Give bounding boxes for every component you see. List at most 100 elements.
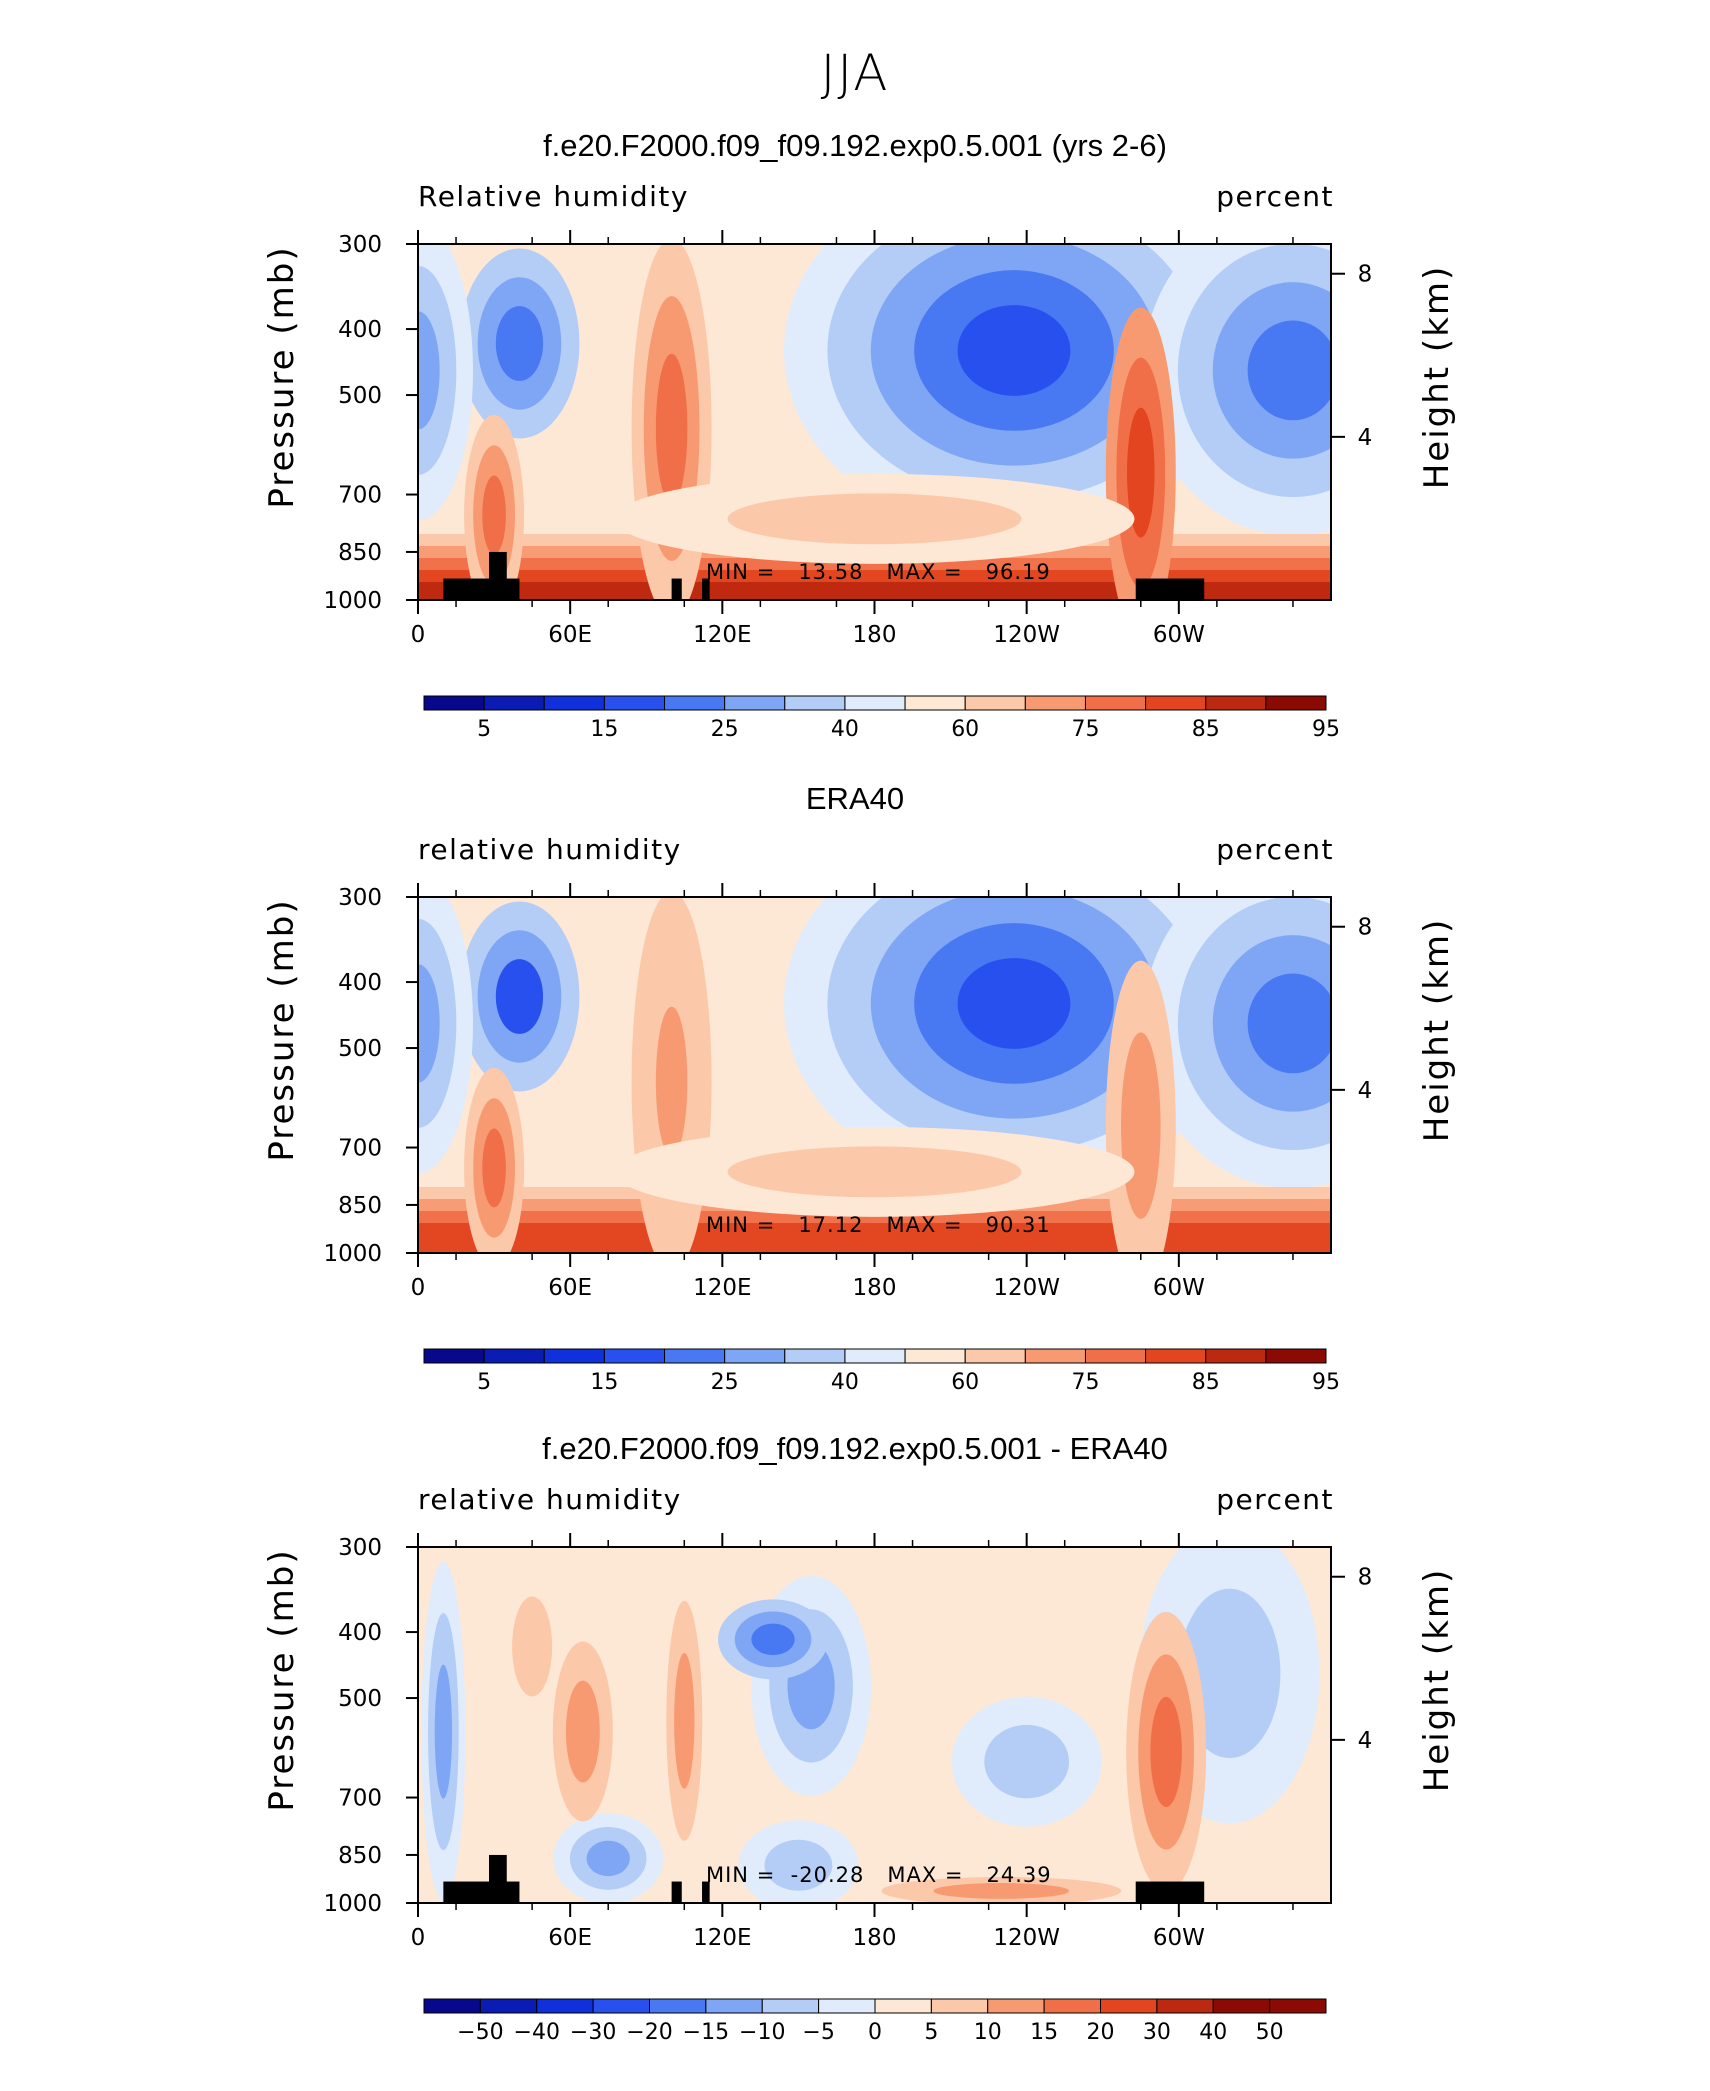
colorbar-label: 50 — [1256, 2020, 1284, 2045]
colorbar-label: 85 — [1192, 717, 1220, 742]
topography-block — [443, 578, 520, 600]
colorbar-swatch — [423, 695, 485, 711]
colorbar-label: 75 — [1071, 717, 1099, 742]
x-tick-label: 120E — [693, 1925, 751, 1951]
contour-fill — [1247, 320, 1331, 421]
contour-fill — [655, 353, 688, 504]
contour-fill — [482, 1128, 506, 1208]
y-tick-label: 1000 — [323, 1891, 382, 1917]
topography-block — [671, 578, 682, 600]
colorbar-swatch — [987, 1998, 1045, 2014]
y-tick-label: 400 — [338, 1620, 382, 1646]
colorbar-label: −40 — [514, 2020, 560, 2045]
y2-tick-label: 8 — [1358, 262, 1373, 288]
colorbar-label: 10 — [974, 2020, 1002, 2045]
colorbar-swatch — [423, 1998, 481, 2014]
colorbar-label: 0 — [868, 2020, 882, 2045]
y-tick-label: 850 — [338, 1843, 382, 1869]
y2-tick-label: 4 — [1358, 1078, 1373, 1104]
y-tick-label: 700 — [338, 1136, 382, 1162]
colorbar-label: 95 — [1312, 717, 1340, 742]
min-max-label: MIN = 17.12 MAX = 90.31 — [706, 1213, 1051, 1237]
y-tick-label: 500 — [338, 1686, 382, 1712]
topography-block — [671, 1881, 682, 1903]
contour-plot: 0 60E 120E 180 120W 60W 300 400 500 700 850 1000 8 4 5… — [323, 230, 1373, 742]
colorbar-label: 15 — [590, 1370, 618, 1395]
topography-mask — [443, 551, 1205, 600]
colorbar-swatch — [1212, 1998, 1271, 2014]
contour-fill — [418, 311, 440, 430]
x-tick-label: 0 — [411, 622, 426, 648]
x-tick-label: 120W — [993, 1275, 1060, 1301]
colorbar-swatch — [603, 695, 666, 711]
x-tick-label: 60E — [548, 1925, 592, 1951]
contour-fill — [1247, 973, 1331, 1074]
contour-fields — [418, 244, 1331, 600]
x-tick-label: 180 — [853, 1275, 897, 1301]
contour-fill — [495, 306, 544, 381]
contour-fill — [957, 305, 1071, 396]
x-tick-label: 120E — [693, 622, 751, 648]
min-max-label: MIN = 13.58 MAX = 96.19 — [706, 560, 1051, 584]
colorbar-label: 40 — [831, 717, 859, 742]
colorbar-label: 5 — [477, 1370, 491, 1395]
contour-fill — [565, 1680, 600, 1783]
colorbar-swatch — [1205, 1348, 1267, 1364]
colorbar-label: 95 — [1312, 1370, 1340, 1395]
colorbar-label: 5 — [477, 717, 491, 742]
colorbar-swatch — [1145, 1348, 1207, 1364]
variable-label: relative humidity — [418, 1483, 682, 1516]
page-title: JJA — [820, 44, 890, 102]
variable-label: relative humidity — [418, 833, 682, 866]
x-tick-label: 120E — [693, 1275, 751, 1301]
x-tick-label: 0 — [411, 1275, 426, 1301]
contour-fields — [418, 1547, 1331, 1903]
colorbar-swatch — [423, 1348, 485, 1364]
colorbar-label: −30 — [570, 2020, 616, 2045]
x-tick-label: 0 — [411, 1925, 426, 1951]
x-tick-label: 60W — [1153, 622, 1205, 648]
y-tick-label: 500 — [338, 1036, 382, 1062]
topography-block — [489, 1854, 507, 1903]
colorbar-swatch — [543, 1348, 605, 1364]
x-tick-label: 60W — [1153, 1925, 1205, 1951]
y2-tick-label: 4 — [1358, 1728, 1373, 1754]
x-tick-label: 120W — [993, 622, 1060, 648]
panel-era40: ERA40 relative humidity percent Pressure… — [0, 781, 1710, 1441]
contour-fill — [434, 1664, 453, 1799]
colorbar-label: 40 — [1199, 2020, 1227, 2045]
y-tick-label: 300 — [338, 1535, 382, 1561]
colorbar-swatch — [784, 1348, 846, 1364]
colorbar-swatch — [1024, 695, 1086, 711]
contour-fill — [482, 475, 506, 555]
contour-fill — [495, 959, 544, 1034]
colorbar-swatch — [705, 1998, 763, 2014]
y-tick-label: 300 — [338, 885, 382, 911]
y-tick-label: 850 — [338, 540, 382, 566]
colorbar-label: −15 — [683, 2020, 729, 2045]
colorbar-label: 15 — [1030, 2020, 1058, 2045]
colorbar-swatch — [483, 1348, 545, 1364]
colorbar-swatch — [964, 1348, 1026, 1364]
colorbar-swatch — [1100, 1998, 1158, 2014]
x-tick-label: 120W — [993, 1925, 1060, 1951]
colorbar-label: 5 — [924, 2020, 938, 2045]
y-tick-label: 300 — [338, 232, 382, 258]
panel-title: f.e20.F2000.f09_f09.192.exp0.5.001 - ERA… — [542, 1431, 1168, 1466]
y-tick-label: 1000 — [323, 588, 382, 614]
contour-fill — [1150, 1696, 1182, 1808]
y-tick-label: 400 — [338, 317, 382, 343]
topography-block — [443, 1881, 520, 1903]
colorbar-swatch — [536, 1998, 594, 2014]
contour-fill — [1121, 1032, 1161, 1219]
topography-block — [1135, 578, 1205, 600]
y2-tick-label: 8 — [1358, 915, 1373, 941]
colorbar-swatch — [1084, 1348, 1147, 1364]
colorbar-swatch — [818, 1998, 876, 2014]
contour-fill — [751, 1623, 795, 1656]
colorbar-swatch — [761, 1998, 820, 2014]
colorbar-swatch — [964, 695, 1026, 711]
x-tick-label: 60E — [548, 1275, 592, 1301]
topography-block — [489, 551, 507, 600]
y2-tick-label: 8 — [1358, 1565, 1373, 1591]
